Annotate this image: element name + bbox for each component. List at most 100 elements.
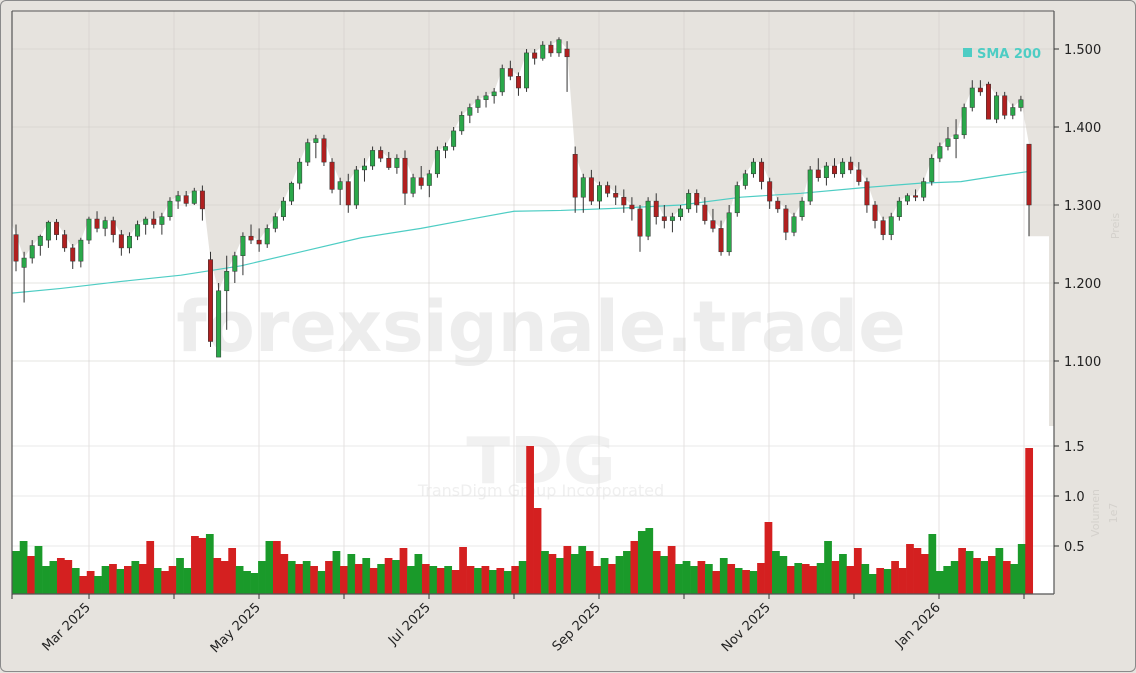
volume-bars xyxy=(12,446,1034,594)
candle-up xyxy=(945,138,951,147)
volume-bar xyxy=(868,574,877,594)
volume-tick-label: 1.5 xyxy=(1064,440,1085,455)
candle-up xyxy=(126,235,132,249)
volume-bar xyxy=(168,566,177,594)
price-tick-label: 1.200 xyxy=(1064,277,1101,292)
candle-up xyxy=(78,239,84,262)
volume-bar xyxy=(280,554,289,594)
volume-bar xyxy=(310,566,318,594)
candle-down xyxy=(94,218,100,229)
volume-bar xyxy=(399,548,408,594)
candle-down xyxy=(572,154,578,198)
candle-up xyxy=(232,255,238,272)
candle-down xyxy=(345,181,351,206)
candle-up xyxy=(305,142,311,163)
volume-bar xyxy=(578,546,587,594)
candle-down xyxy=(110,220,116,235)
volume-bar xyxy=(101,566,110,594)
candle-down xyxy=(329,161,335,190)
volume-bar xyxy=(861,564,870,594)
volume-bar xyxy=(920,554,929,594)
volume-bar xyxy=(302,561,311,594)
volume-bar xyxy=(414,554,423,594)
volume-bar xyxy=(891,561,899,594)
candle-up xyxy=(937,146,943,159)
volume-bar xyxy=(772,551,780,594)
candle-down xyxy=(629,204,635,210)
candle-up xyxy=(410,177,416,194)
volume-bar xyxy=(295,564,304,594)
candle-down xyxy=(977,87,983,93)
volume-bar xyxy=(347,554,356,594)
volume-bar xyxy=(913,548,922,594)
volume-bar xyxy=(19,541,28,594)
volume-tick-label: 0.5 xyxy=(1064,540,1085,555)
candle-up xyxy=(742,173,748,186)
volume-bar xyxy=(734,568,743,594)
candle-up xyxy=(297,161,303,184)
volume-bar xyxy=(786,566,795,594)
candle-up xyxy=(823,165,829,178)
candle-down xyxy=(418,177,424,186)
x-tick-label: May 2025 xyxy=(208,600,264,656)
candle-up xyxy=(726,212,732,253)
candle-up xyxy=(353,169,359,206)
volume-bar xyxy=(86,571,95,594)
candle-up xyxy=(426,173,432,186)
volume-bar xyxy=(526,446,534,594)
x-tick-label: Sep 2025 xyxy=(550,600,604,654)
price-axis-label: Preis xyxy=(1109,213,1122,240)
volume-bar xyxy=(198,538,207,594)
legend-swatch-icon xyxy=(963,48,972,57)
candle-up xyxy=(459,115,465,132)
volume-bar xyxy=(496,568,505,594)
volume-bar xyxy=(243,571,251,594)
volume-bar xyxy=(1010,564,1019,594)
candle-up xyxy=(102,220,108,229)
volume-bar xyxy=(637,531,646,594)
legend: SMA 200 xyxy=(963,47,1041,62)
candle-up xyxy=(734,185,740,214)
candle-down xyxy=(856,169,862,182)
volume-bar xyxy=(459,547,467,594)
candle-up xyxy=(888,216,894,235)
x-tick-label: Jan 2026 xyxy=(892,600,944,652)
candle-down xyxy=(710,220,716,229)
volume-bar xyxy=(392,560,400,594)
candle-up xyxy=(904,195,910,202)
candle-up xyxy=(143,218,149,225)
price-tick-label: 1.300 xyxy=(1064,199,1101,214)
candle-up xyxy=(961,107,967,136)
volume-bar xyxy=(421,564,430,594)
candle-down xyxy=(199,190,205,210)
volume-bar xyxy=(131,561,140,594)
candle-up xyxy=(167,200,173,217)
candle-down xyxy=(515,76,521,89)
volume-bar xyxy=(146,541,155,594)
candle-down xyxy=(507,68,513,77)
volume-bar xyxy=(79,576,88,594)
volume-bar xyxy=(749,571,758,594)
volume-bar xyxy=(764,522,773,594)
candle-up xyxy=(994,95,1000,120)
candle-down xyxy=(815,169,821,178)
volume-bar xyxy=(436,568,445,594)
candle-up xyxy=(224,271,230,292)
volume-bar xyxy=(191,536,199,594)
candle-up xyxy=(597,185,602,202)
candle-down xyxy=(832,165,837,175)
volume-axis-label: Volumen xyxy=(1089,489,1102,537)
volume-bar xyxy=(481,566,490,594)
volume-bar xyxy=(980,561,989,594)
volume-bar xyxy=(444,566,453,594)
volume-bar xyxy=(548,554,557,594)
candle-down xyxy=(532,52,538,59)
candle-up xyxy=(21,257,27,268)
volume-bar xyxy=(116,569,125,594)
candle-up xyxy=(921,181,927,198)
candle-up xyxy=(499,68,505,93)
candle-down xyxy=(378,150,384,159)
volume-bar xyxy=(354,564,363,594)
volume-bar xyxy=(1017,544,1026,594)
